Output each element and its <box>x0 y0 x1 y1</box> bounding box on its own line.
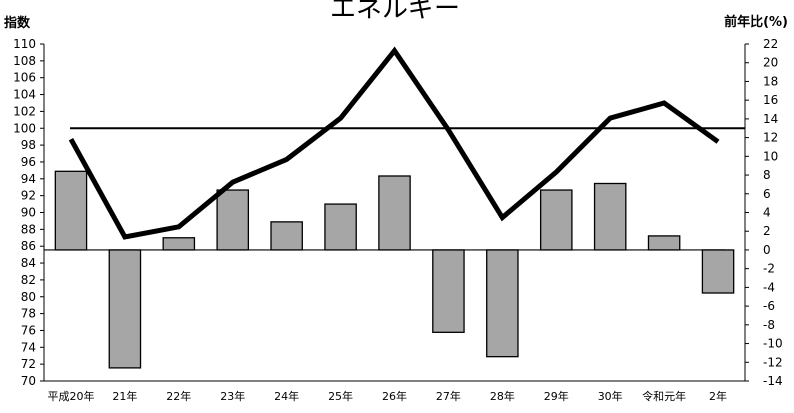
right-tick-label: -10 <box>763 337 783 351</box>
left-tick-label: 72 <box>21 357 36 371</box>
left-tick-label: 102 <box>13 104 36 118</box>
index-line <box>68 46 720 240</box>
left-tick-label: 88 <box>21 222 36 236</box>
right-tick-label: -6 <box>763 299 775 313</box>
right-tick-label: -2 <box>763 262 775 276</box>
right-tick-label: -4 <box>763 280 775 294</box>
right-tick-label: 18 <box>763 74 778 88</box>
left-tick-label: 94 <box>21 172 36 186</box>
bar <box>701 249 735 294</box>
category-label: 令和元年 <box>642 389 686 403</box>
left-tick-label: 82 <box>21 273 36 287</box>
left-tick-label: 106 <box>13 71 36 85</box>
left-tick-label: 96 <box>21 155 36 169</box>
bar <box>54 170 88 251</box>
left-tick-label: 86 <box>21 239 36 253</box>
left-tick-label: 100 <box>13 121 36 135</box>
right-tick-label: -8 <box>763 318 775 332</box>
bar <box>216 189 250 251</box>
left-tick-label: 90 <box>21 206 36 220</box>
category-label: 22年 <box>166 389 191 403</box>
category-label: 平成20年 <box>47 389 94 403</box>
bar <box>324 203 357 251</box>
category-label: 21年 <box>112 389 137 403</box>
left-tick-label: 108 <box>13 54 36 68</box>
left-tick-label: 78 <box>21 307 36 321</box>
category-label: 2年 <box>709 389 727 403</box>
category-label: 30年 <box>598 389 623 403</box>
category-label: 26年 <box>382 389 407 403</box>
right-tick-label: 6 <box>763 187 771 201</box>
right-tick-label: 16 <box>763 93 778 107</box>
bar <box>593 182 627 251</box>
bar <box>486 249 519 358</box>
right-tick-label: -14 <box>763 374 783 388</box>
category-label: 25年 <box>328 389 353 403</box>
bar <box>162 237 196 251</box>
left-tick-label: 74 <box>21 340 36 354</box>
category-label: 29年 <box>544 389 569 403</box>
left-tick-label: 104 <box>13 88 36 102</box>
left-tick-label: 70 <box>21 374 36 388</box>
bar <box>378 175 411 251</box>
right-tick-label: 8 <box>763 168 771 182</box>
right-tick-label: 14 <box>763 112 778 126</box>
chart-title: エネルギー <box>330 0 461 24</box>
bar <box>270 221 303 251</box>
bar <box>539 189 573 251</box>
bar <box>647 235 681 251</box>
bar <box>432 249 465 333</box>
category-label: 23年 <box>220 389 245 403</box>
left-tick-label: 98 <box>21 138 36 152</box>
right-tick-label: 10 <box>763 149 778 163</box>
right-tick-label: -12 <box>763 355 783 369</box>
category-label: 28年 <box>490 389 515 403</box>
bar <box>108 249 142 369</box>
right-tick-label: 12 <box>763 131 778 145</box>
right-tick-label: 22 <box>763 37 778 51</box>
left-tick-label: 80 <box>21 290 36 304</box>
left-axis-label: 指数 <box>4 16 31 31</box>
category-label: 24年 <box>274 389 299 403</box>
category-label: 27年 <box>436 389 461 403</box>
right-axis-label: 前年比(%) <box>724 15 788 30</box>
left-tick-label: 110 <box>13 37 36 51</box>
right-tick-label: 2 <box>763 224 771 238</box>
right-tick-label: 20 <box>763 56 778 70</box>
right-tick-label: 0 <box>763 243 771 257</box>
left-tick-label: 92 <box>21 189 36 203</box>
left-tick-label: 76 <box>21 323 36 337</box>
left-tick-label: 84 <box>21 256 36 270</box>
right-tick-label: 4 <box>763 206 771 220</box>
